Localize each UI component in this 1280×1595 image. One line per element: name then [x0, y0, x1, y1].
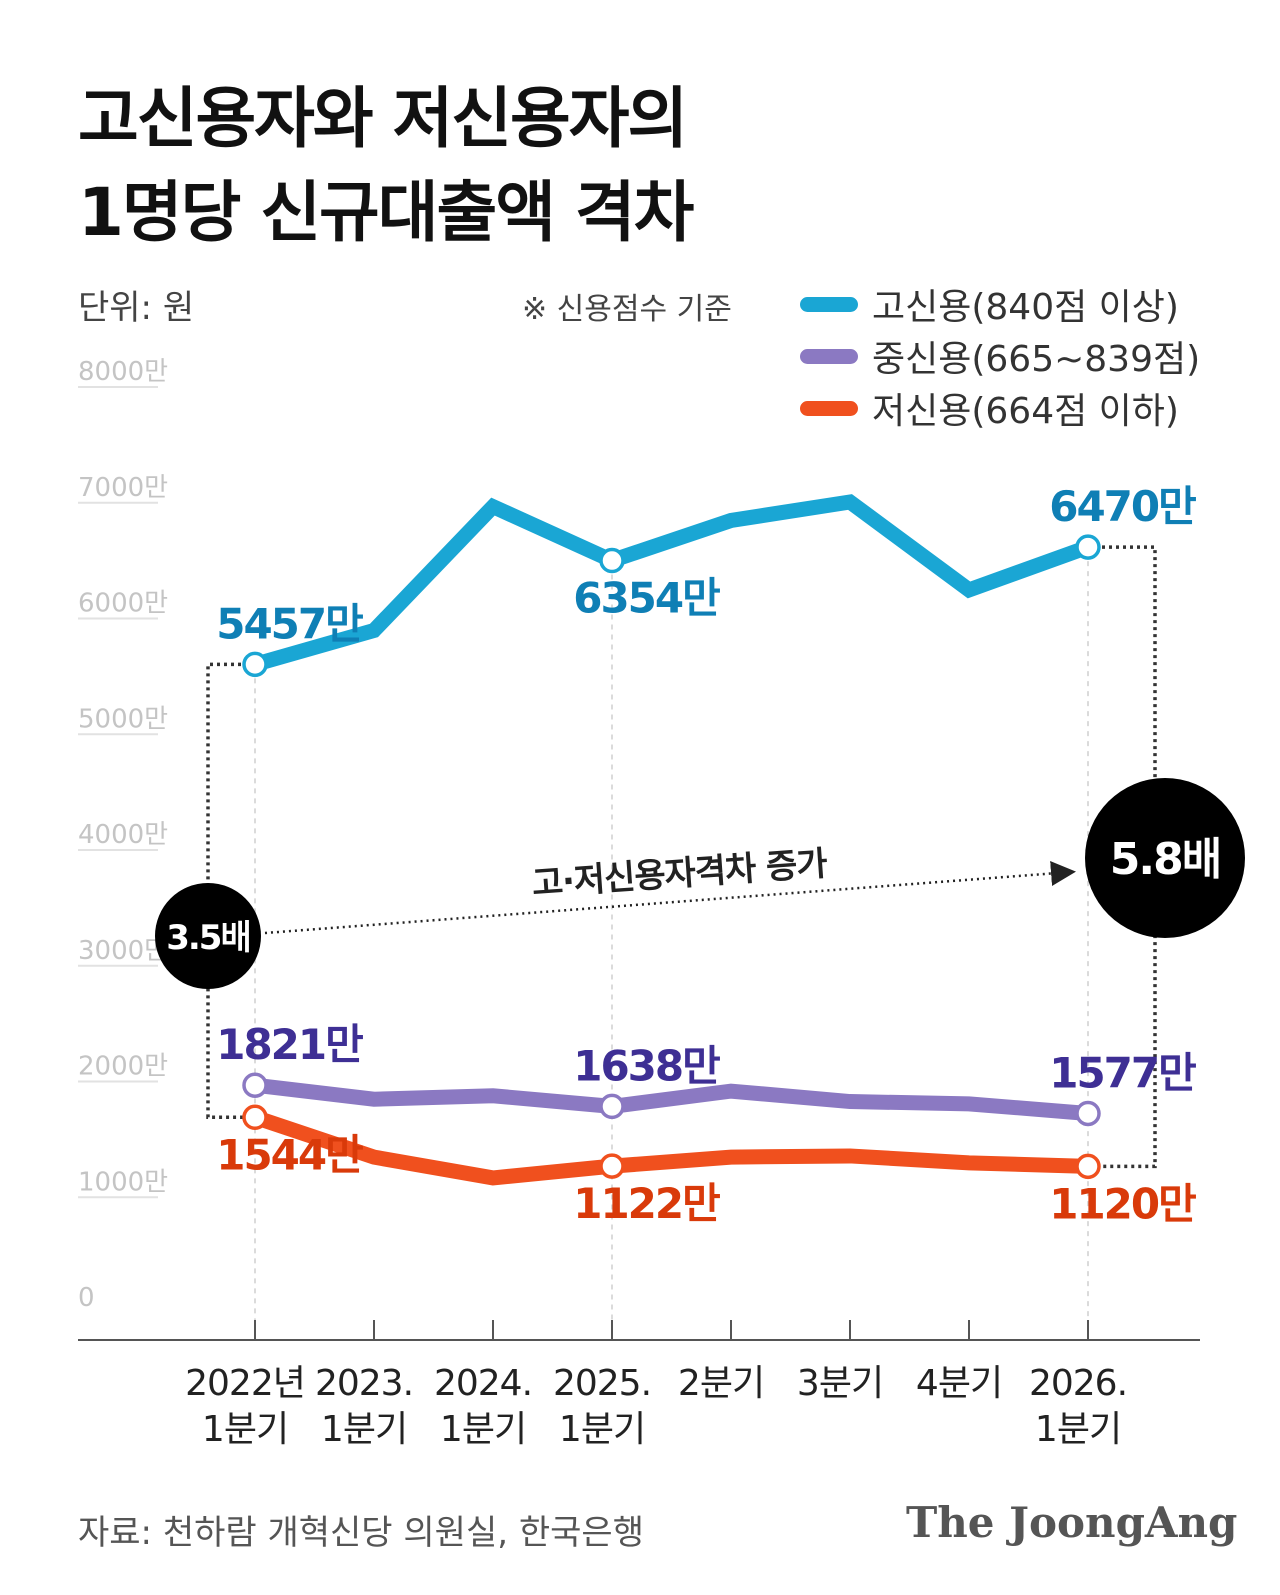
x-tick-label-line: 2025. [553, 1363, 651, 1404]
y-tick-label: 8000만 [78, 357, 168, 387]
data-point-marker [242, 1072, 268, 1098]
x-tick-label: 4분기 [916, 1363, 1002, 1404]
x-tick-label-line: 1분기 [321, 1409, 407, 1450]
ratio-badge-start-label: 3.5배 [166, 918, 250, 958]
data-point-marker [599, 547, 625, 574]
data-label: 1122만 [573, 1179, 720, 1228]
series-line-2 [252, 1110, 1089, 1186]
data-label: 6470만 [1049, 482, 1196, 531]
unit-label: 단위: 원 [78, 288, 195, 328]
x-tick-label: 2026. 1분기 [1029, 1363, 1127, 1450]
x-tick-label-line: 2분기 [678, 1363, 764, 1404]
data-label: 1120만 [1049, 1179, 1196, 1228]
y-tick-label: 6000만 [78, 589, 168, 619]
x-tick-label-line: 4분기 [916, 1363, 1002, 1404]
x-tick-label: 2024. 1분기 [434, 1363, 532, 1450]
data-point-marker [242, 651, 268, 678]
data-label: 1544만 [216, 1130, 363, 1179]
x-tick-label: 3분기 [797, 1363, 883, 1404]
title-line-1: 고신용자와 저신용자의 [78, 80, 688, 157]
y-tick-label: 2000만 [78, 1052, 168, 1082]
data-label: 1821만 [216, 1020, 363, 1069]
legend-label-mid: 중신용(665~839점) [872, 339, 1201, 380]
ratio-badge-start [155, 883, 261, 989]
y-tick-label: 7000만 [78, 473, 168, 503]
legend-item-mid: 중신용(665~839점) [800, 330, 1200, 382]
x-tick-label-line: 3분기 [797, 1363, 883, 1404]
data-label: 5457만 [216, 599, 363, 648]
x-tick-label-line: 2023. [315, 1363, 413, 1404]
data-point-marker [1075, 1100, 1101, 1127]
basis-note: ※ 신용점수 기준 [522, 292, 732, 327]
x-tick-label: 2022년 1분기 [185, 1363, 305, 1450]
x-tick-label: 2분기 [678, 1363, 764, 1404]
legend-label-high: 고신용(840점 이상) [872, 287, 1179, 328]
x-tick-label-line: 2022년 [185, 1363, 305, 1404]
ratio-badge-end-label: 5.8배 [1110, 834, 1220, 885]
legend-item-low: 저신용(664점 이하) [800, 382, 1200, 434]
y-tick-label: 5000만 [78, 704, 168, 734]
x-tick-label-line: 1분기 [202, 1409, 288, 1450]
data-label: 6354만 [573, 574, 720, 623]
x-tick-label: 2025. 1분기 [553, 1363, 651, 1450]
legend-item-high: 고신용(840점 이상) [800, 278, 1200, 330]
legend-label-low: 저신용(664점 이하) [872, 391, 1179, 432]
data-label: 1577만 [1049, 1048, 1196, 1097]
y-tick-label: 3000만 [78, 936, 168, 966]
ratio-badge-end [1085, 778, 1245, 938]
data-point-marker [242, 1104, 268, 1131]
data-point-marker [1075, 1153, 1101, 1180]
source-note: 자료: 천하람 개혁신당 의원실, 한국은행 [78, 1513, 644, 1553]
x-tick-label-line: 1분기 [559, 1409, 645, 1450]
brand-logo: The JoongAng [906, 1498, 1238, 1547]
data-point-marker [599, 1093, 625, 1120]
data-point-marker [599, 1153, 625, 1179]
y-tick-label: 0 [78, 1283, 95, 1313]
legend-swatch-high [800, 296, 858, 312]
arrow-label: 고·저신용자격차 증가 [531, 844, 829, 905]
x-tick-label-line: 1분기 [1035, 1409, 1121, 1450]
chart-title: 고신용자와 저신용자의 1명당 신규대출액 격차 [78, 72, 694, 260]
data-label: 1638만 [573, 1041, 720, 1090]
legend-swatch-low [800, 400, 858, 416]
x-tick-label-line: 2024. [434, 1363, 532, 1404]
y-tick-label: 4000만 [78, 820, 168, 850]
x-tick-label: 2023. 1분기 [315, 1363, 413, 1450]
series-line-1 [254, 1077, 1089, 1121]
y-tick-label: 1000만 [78, 1167, 168, 1197]
legend-swatch-mid [800, 348, 858, 364]
series-line-0 [252, 494, 1091, 672]
title-line-2: 1명당 신규대출액 격차 [78, 174, 694, 251]
x-tick-label-line: 2026. [1029, 1363, 1127, 1404]
gap-increase-arrow [264, 861, 1076, 935]
x-tick-label-line: 1분기 [440, 1409, 526, 1450]
data-point-marker [1075, 534, 1101, 560]
legend: 고신용(840점 이상) 중신용(665~839점) 저신용(664점 이하) [800, 278, 1200, 434]
